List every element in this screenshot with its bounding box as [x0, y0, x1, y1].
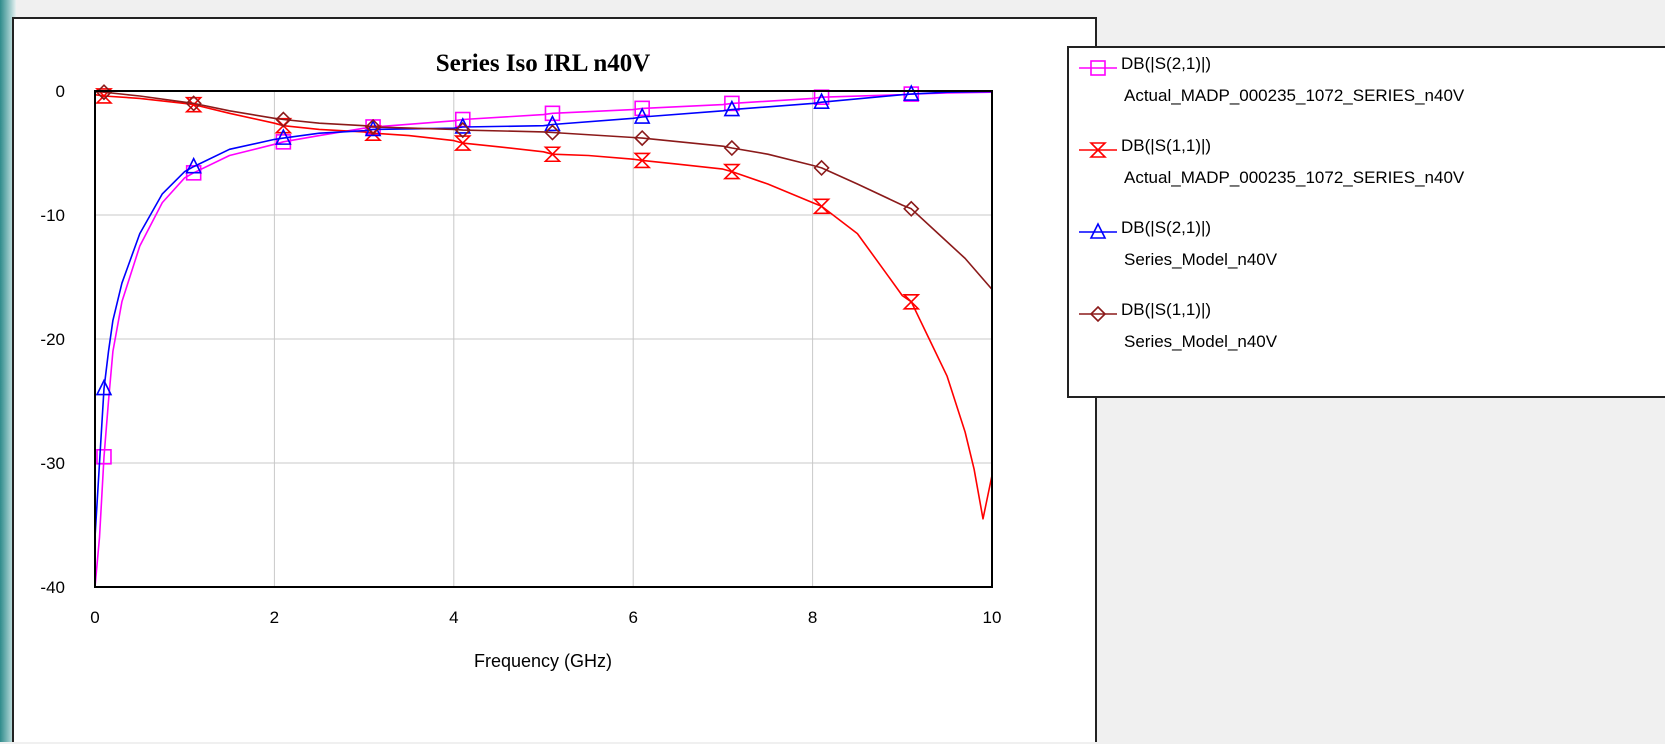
- legend-hourglass-icon: [1089, 142, 1107, 158]
- triangle-data-point: [95, 378, 113, 396]
- triangle-data-point: [364, 119, 382, 137]
- diamond-data-point: [95, 84, 113, 101]
- triangle-data-point: [813, 92, 830, 109]
- legend-triangle-marker: [1079, 222, 1117, 239]
- hourglass-data-point: [902, 293, 921, 310]
- legend-series-name: DB(|S(2,1)|): [1121, 54, 1212, 73]
- triangle-data-point: [633, 107, 651, 124]
- legend-series-name: DB(|S(2,1)|): [1121, 218, 1212, 237]
- series-line: [94, 91, 993, 588]
- diamond-data-point: [813, 159, 830, 177]
- diamond-data-point: [364, 118, 382, 136]
- legend-diamond-icon: [1089, 305, 1107, 323]
- square-data-point: [544, 105, 561, 122]
- diamond-data-point: [185, 95, 202, 112]
- legend-hourglass-marker: [1079, 142, 1117, 158]
- hourglass-data-point: [812, 198, 831, 215]
- series-line: [94, 90, 993, 290]
- series-0: [94, 86, 993, 588]
- legend-series-source: Actual_MADP_000235_1072_SERIES_n40V: [1124, 168, 1465, 187]
- series-1: [94, 88, 993, 520]
- legend-diamond-marker: [1079, 305, 1117, 323]
- legend-triangle-icon: [1089, 222, 1107, 239]
- hourglass-data-point: [543, 146, 562, 163]
- grid-layer: [95, 91, 992, 587]
- square-data-point: [275, 134, 292, 150]
- y-tick-label: -40: [40, 578, 65, 597]
- chart-frame: Series Iso IRL n40V 0 2 4 6 8 10 0 -10 -20 -30 -40…: [12, 17, 1097, 742]
- x-tick-label: 10: [983, 608, 1002, 627]
- diamond-data-point: [454, 121, 471, 139]
- legend-series-source: Series_Model_n40V: [1124, 332, 1278, 351]
- diamond-data-point: [275, 111, 292, 128]
- triangle-data-point: [544, 114, 561, 132]
- hourglass-data-point: [274, 117, 293, 134]
- diamond-data-point: [544, 124, 561, 141]
- y-tick-label: -20: [40, 330, 65, 349]
- triangle-data-point: [723, 99, 741, 117]
- triangle-data-point: [902, 84, 920, 101]
- y-tick-label: -10: [40, 206, 65, 225]
- x-tick-label: 2: [270, 608, 279, 627]
- diamond-data-point: [634, 129, 651, 147]
- series-layer: [94, 84, 993, 588]
- legend-entry: DB(|S(1,1)|) Actual_MADP_000235_1072_SERI…: [1069, 136, 1629, 218]
- x-tick-label: 8: [808, 608, 817, 627]
- legend: DB(|S(2,1)|) Actual_MADP_000235_1072_SERI…: [1067, 46, 1665, 398]
- square-data-point: [96, 448, 112, 465]
- diamond-data-point: [723, 139, 741, 157]
- legend-square-marker: [1079, 60, 1117, 76]
- series-2: [94, 84, 993, 538]
- hourglass-data-point: [453, 135, 472, 151]
- hourglass-data-point: [95, 88, 113, 104]
- plot-area-border: [94, 90, 993, 588]
- triangle-data-point: [275, 128, 292, 145]
- hourglass-data-point: [633, 152, 652, 169]
- series-line: [94, 93, 993, 520]
- hourglass-data-point: [722, 163, 741, 180]
- triangle-data-point: [185, 156, 202, 174]
- legend-series-name: DB(|S(1,1)|): [1121, 300, 1212, 319]
- square-data-point: [634, 100, 650, 117]
- tick-layer: 0 2 4 6 8 10 0 -10 -20 -30 -40: [40, 82, 1001, 627]
- x-tick-label: 4: [449, 608, 458, 627]
- y-tick-label: -30: [40, 454, 65, 473]
- legend-entry: DB(|S(1,1)|) Series_Model_n40V: [1069, 300, 1629, 382]
- legend-square-icon: [1090, 60, 1106, 76]
- legend-series-source: Actual_MADP_000235_1072_SERIES_n40V: [1124, 86, 1465, 105]
- series-line: [94, 90, 993, 538]
- x-axis-label: Frequency (GHz): [474, 651, 612, 671]
- y-tick-label: 0: [56, 82, 65, 101]
- series-3: [94, 84, 993, 290]
- legend-series-source: Series_Model_n40V: [1124, 250, 1278, 269]
- legend-series-name: DB(|S(1,1)|): [1121, 136, 1212, 155]
- x-tick-label: 6: [628, 608, 637, 627]
- diamond-data-point: [903, 200, 920, 217]
- chart-svg: Series Iso IRL n40V 0 2 4 6 8 10 0 -10 -20 -30 -40…: [40, 50, 1001, 671]
- x-tick-label: 0: [90, 608, 99, 627]
- legend-entry: DB(|S(2,1)|) Series_Model_n40V: [1069, 218, 1629, 300]
- legend-entry: DB(|S(2,1)|) Actual_MADP_000235_1072_SERI…: [1069, 54, 1629, 136]
- chart-title: Series Iso IRL n40V: [436, 50, 651, 77]
